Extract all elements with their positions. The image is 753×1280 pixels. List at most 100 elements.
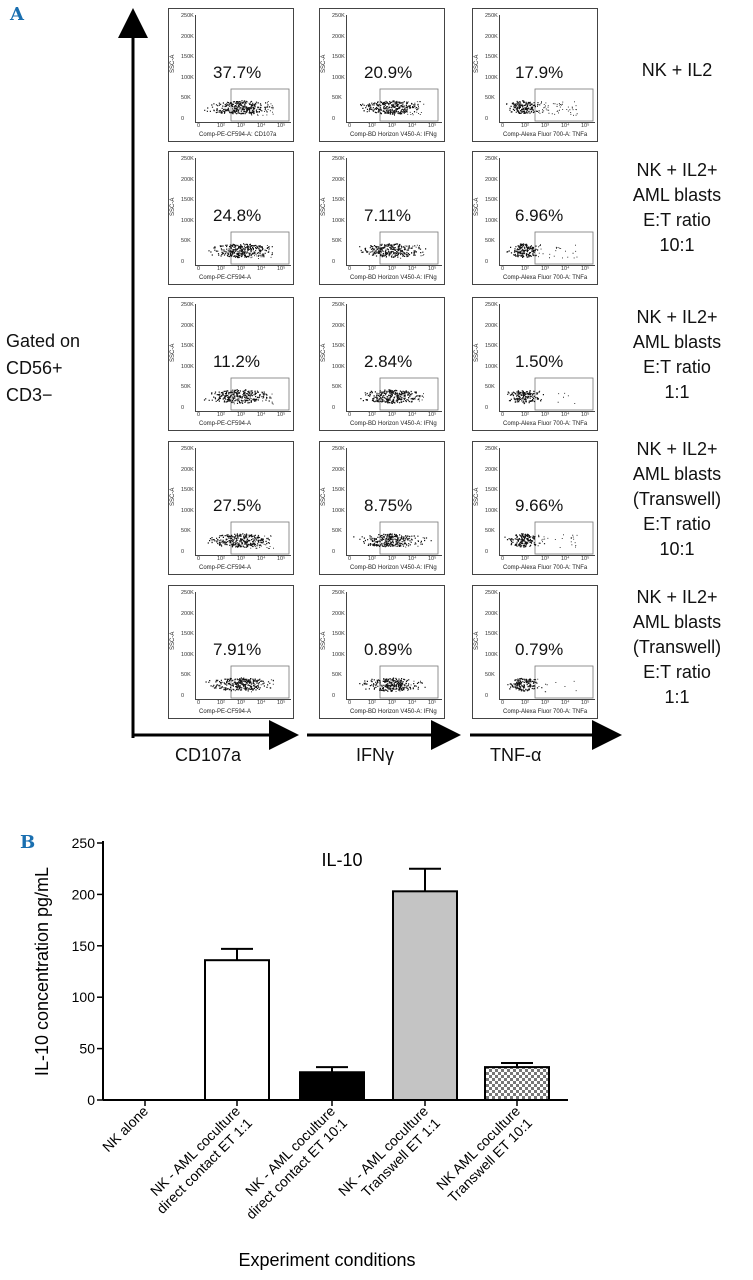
gate-rectangle [534,665,594,699]
x-tick-label: 10⁵ [277,556,286,562]
x-tick-label: 10³ [541,412,549,418]
plot-y-label: SSC-A [474,343,480,362]
event-dots [208,243,273,259]
x-tick-label: 0 [197,412,201,418]
y-tick-label: 250K [485,302,498,308]
gate-percentage: 37.7% [213,63,262,82]
y-tick-label: 150K [485,197,498,203]
y-tick-label: 150K [485,54,498,60]
condition-label: NK + IL2+ AML blasts E:T ratio 10:1 [602,158,752,258]
y-tick-label: 150K [332,487,345,493]
event-dots [207,533,274,549]
condition-line: 10:1 [659,235,695,255]
plot-x-label: Comp-Alexa Fluor 700-A: TNFa [503,275,588,281]
x-tick-label: 10⁵ [581,123,590,129]
y-tick-label: 150K [332,54,345,60]
y-tick-label: 250K [485,446,498,452]
category-label-line: NK alone [99,1103,151,1155]
y-tick-label: 0 [332,115,336,122]
x-tick-label: 0 [501,556,505,562]
flow-plot: SSC-A 250K 200K 150K 100K 50K 0 0 10² 10³ 10⁴ 10⁵ Co… [319,8,445,142]
x-tick-label: 0 [348,700,352,706]
x-axis-label: Experiment conditions [238,1250,415,1270]
plot-y-label: SSC-A [170,631,176,650]
x-tick-label: 10⁴ [561,556,570,562]
condition-line: E:T ratio [643,210,711,230]
x-tick-label: 10⁴ [561,412,570,418]
scatter-area [195,448,291,556]
x-tick-label: 0 [197,556,201,562]
category-label-line: direct contact ET 10:1 [243,1115,351,1223]
y-tick-label: 200K [332,33,345,40]
x-tick-label: 10² [217,556,225,562]
gate-rectangle [534,88,594,122]
y-tick-label: 200K [485,322,498,329]
plot-y-label: SSC-A [170,487,176,506]
plot-x-label: Comp-Alexa Fluor 700-A: TNFa [503,709,588,715]
gating-line: CD56+ [6,358,63,378]
y-tick-label: 150 [72,938,96,954]
x-tick-label: 10⁵ [277,700,286,706]
scatter-area [195,15,291,123]
y-tick-label: 50K [181,238,191,244]
y-tick-label: 200K [332,176,345,183]
y-tick-label: 100K [181,217,194,224]
plot-x-label: Comp-BD Horizon V450-A: IFNg [350,275,437,281]
gate-rectangle [534,231,594,265]
gate-percentage: 7.91% [213,640,262,659]
y-tick-label: 250K [332,302,345,308]
y-tick-label: 50K [485,528,495,534]
x-tick-label: 10³ [237,556,245,562]
y-tick-label: 250K [181,156,194,162]
plot-y-label: SSC-A [321,54,327,73]
y-tick-label: 250K [485,156,498,162]
gate-rectangle [534,521,594,555]
x-tick-label: 10⁵ [428,266,437,272]
x-tick-label: 10² [368,266,376,272]
flow-plot: SSC-A 250K 200K 150K 100K 50K 0 0 10² 10³ 10⁴ 10⁵ Co… [472,8,598,142]
scatter-area [346,158,442,266]
x-tick-label: 10³ [388,266,396,272]
y-tick-label: 250K [181,13,194,19]
y-tick-label: 250K [181,302,194,308]
y-tick-label: 50K [332,384,342,390]
x-tick-label: 10³ [237,266,245,272]
x-tick-label: 0 [501,412,505,418]
y-tick-label: 50K [485,672,495,678]
flow-plot: SSC-A 250K 200K 150K 100K 50K 0 0 10² 10³ 10⁴ 10⁵ Co… [168,297,294,431]
il10-bar-chart: IL-10 0 50 100 150 200 250 IL-10 concentration … [32,835,568,1270]
x-tick-label: 10² [521,266,529,272]
y-tick-label: 50K [332,95,342,101]
event-dots [507,677,577,693]
y-tick-label: 250K [485,590,498,596]
x-tick-label: 10² [521,123,529,129]
x-tick-label: 10⁴ [561,123,570,129]
y-tick-label: 250K [332,156,345,162]
y-tick-label: 0 [181,115,185,122]
scatter-area [195,304,291,412]
x-tick-label: 0 [197,700,201,706]
x-tick-label: 10⁵ [581,266,590,272]
flow-plot: SSC-A 250K 200K 150K 100K 50K 0 0 10² 10³ 10⁴ 10⁵ Co… [319,585,445,719]
plot-x-label: Comp-BD Horizon V450-A: IFNg [350,421,437,427]
y-tick-label: 100K [181,507,194,514]
y-tick-label: 100K [332,507,345,514]
gate-percentage: 24.8% [213,206,262,225]
x-tick-label: 10⁴ [257,412,266,418]
y-tick-label: 50K [332,672,342,678]
y-tick-label: 250K [485,13,498,19]
x-tick-label: 10⁵ [277,123,286,129]
panel-b-letter: B [20,832,36,853]
event-dots [353,533,432,548]
plot-y-label: SSC-A [321,197,327,216]
y-tick-label: 100K [181,74,194,81]
y-tick-label: 100K [485,217,498,224]
x-tick-label: 0 [501,123,505,129]
plot-y-label: SSC-A [170,54,176,73]
x-tick-label: 10³ [541,700,549,706]
event-dots [204,100,274,116]
y-tick-label: 50K [181,672,191,678]
condition-line: 1:1 [664,687,690,707]
bar [392,890,458,1102]
x-tick-label: 10³ [541,556,549,562]
